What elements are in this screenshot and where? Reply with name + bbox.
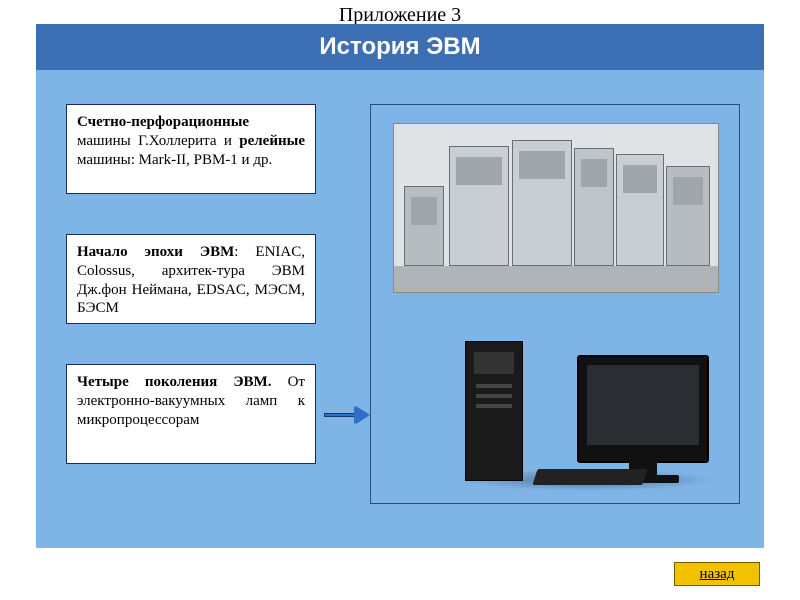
card-era-start[interactable]: Начало эпохи ЭВМ: ENIAC, Colossus, архит… <box>66 234 316 324</box>
card-bold: Четыре поколения ЭВМ. <box>77 374 271 390</box>
modern-pc-photo <box>457 331 717 491</box>
card-bold: Счетно-перфорационные <box>77 114 249 130</box>
card-text: машины Г.Холлерита и <box>77 133 239 149</box>
pc-monitor-icon <box>577 355 709 463</box>
card-bold: Начало эпохи ЭВМ <box>77 244 234 260</box>
pc-tower-icon <box>465 341 523 481</box>
card-generations[interactable]: Четыре поколения ЭВМ. От электронно-ваку… <box>66 364 316 464</box>
card-bold-2: релейные <box>239 133 305 149</box>
image-panel <box>370 104 740 504</box>
card-tail: машины: Mark-II, РВМ-1 и др. <box>77 152 272 168</box>
back-button[interactable]: назад <box>674 562 760 586</box>
card-punch-relay[interactable]: Счетно-перфорационные машины Г.Холлерита… <box>66 104 316 194</box>
arrow-icon <box>324 408 370 422</box>
slide-title: История ЭВМ <box>36 24 764 70</box>
slide: История ЭВМ Счетно-перфорационные машины… <box>36 24 764 548</box>
mainframe-photo <box>393 123 719 293</box>
pc-keyboard-icon <box>532 469 647 485</box>
